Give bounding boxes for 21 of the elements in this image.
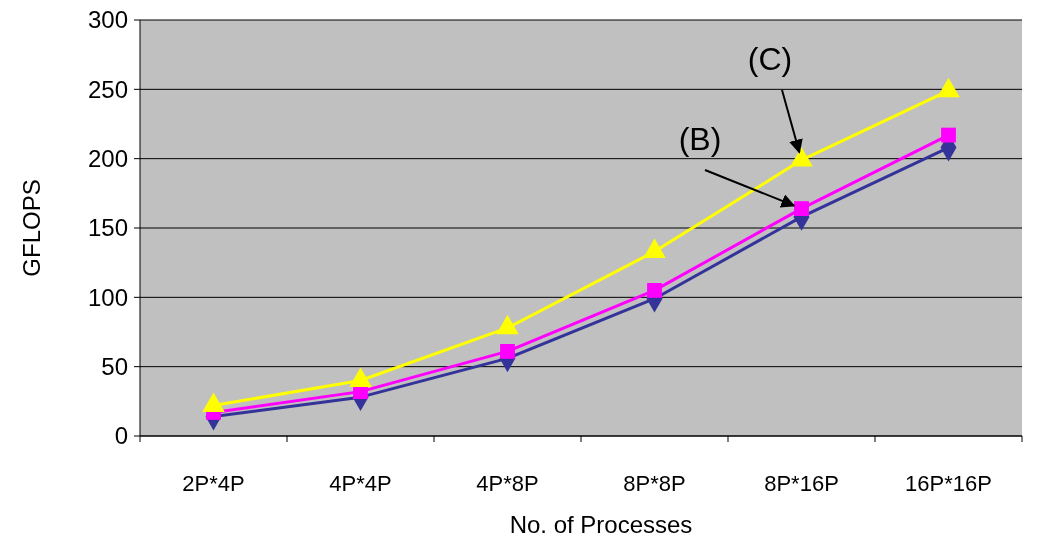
x-axis-title: No. of Processes <box>509 511 693 538</box>
x-tick-label: 4P*8P <box>476 471 539 496</box>
annotation: (B) <box>678 121 722 157</box>
point <box>941 127 956 143</box>
x-tick-label: 2P*4P <box>182 471 245 496</box>
y-tick-label: 300 <box>87 6 128 34</box>
x-tick-label: 8P*16P <box>764 471 839 496</box>
y-tick-label: 100 <box>87 283 128 311</box>
point <box>647 282 662 298</box>
x-tick-label: 4P*4P <box>329 471 392 496</box>
y-tick-label: 50 <box>101 353 128 381</box>
y-axis-title: GFLOPS <box>18 179 45 277</box>
y-tick-label: 0 <box>114 422 128 450</box>
x-tick-label: 16P*16P <box>905 471 992 496</box>
point <box>500 344 515 359</box>
x-tick-label: 8P*8P <box>623 471 686 496</box>
point <box>794 201 809 216</box>
y-tick-label: 200 <box>87 145 128 173</box>
y-tick-label: 250 <box>87 75 128 103</box>
annotation: (C) <box>747 41 793 77</box>
y-tick-label: 150 <box>87 214 128 242</box>
